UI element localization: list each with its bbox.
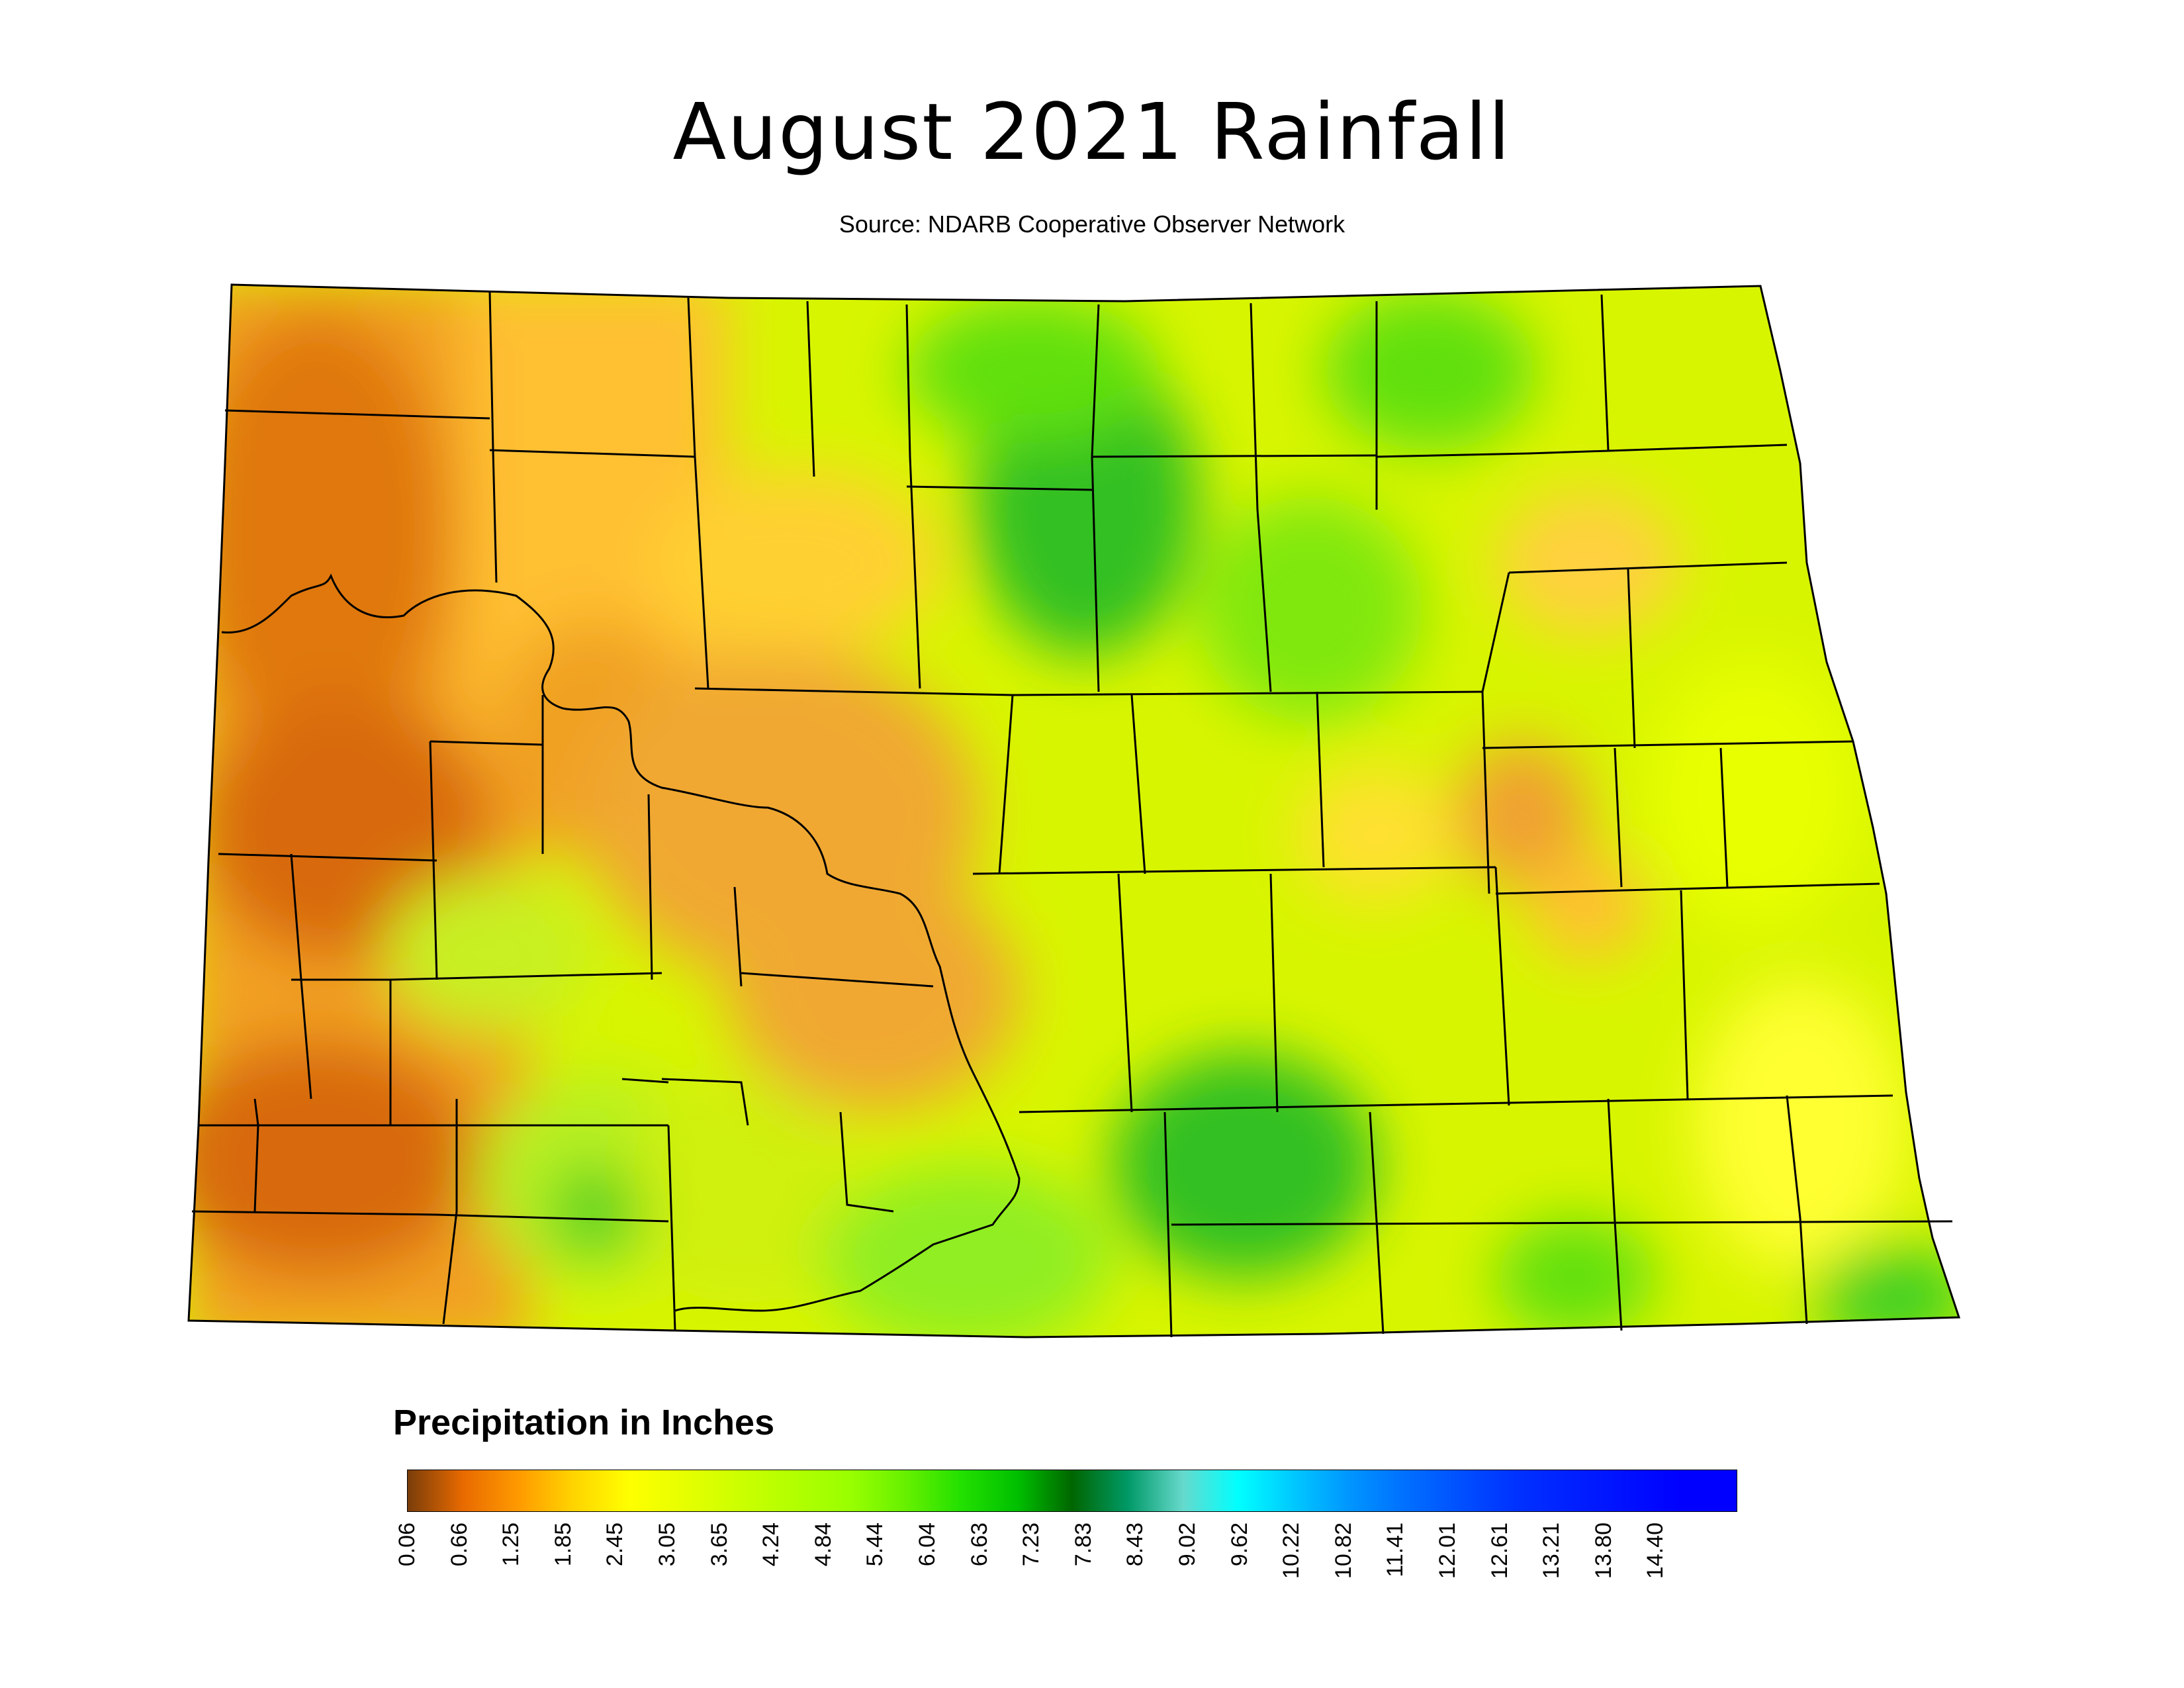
legend-tick-label: 2.45 bbox=[602, 1523, 628, 1567]
legend-tick-label: 4.84 bbox=[810, 1523, 836, 1567]
legend-tick-label: 9.02 bbox=[1175, 1523, 1200, 1567]
legend-tick-label: 6.63 bbox=[966, 1523, 992, 1567]
legend-tick-label: 8.43 bbox=[1122, 1523, 1148, 1567]
legend-tick-label: 1.85 bbox=[550, 1523, 576, 1567]
legend-tick-label: 10.22 bbox=[1279, 1523, 1304, 1579]
color-bar bbox=[407, 1470, 1737, 1512]
legend-tick-label: 3.65 bbox=[706, 1523, 732, 1567]
legend-tick-label: 7.83 bbox=[1070, 1523, 1096, 1567]
legend-tick-label: 1.25 bbox=[498, 1523, 524, 1567]
legend-tick-label: 12.01 bbox=[1435, 1523, 1460, 1579]
county-borders bbox=[187, 283, 1961, 1338]
legend-tick-label: 5.44 bbox=[862, 1523, 888, 1567]
map-subtitle: Source: NDARB Cooperative Observer Netwo… bbox=[839, 211, 1345, 238]
legend-tick-label: 13.21 bbox=[1539, 1523, 1565, 1579]
legend-tick-label: 11.41 bbox=[1383, 1523, 1408, 1577]
legend-tick-label: 12.61 bbox=[1486, 1523, 1512, 1579]
legend-tick-label: 7.23 bbox=[1019, 1523, 1044, 1567]
legend-tick-label: 0.06 bbox=[394, 1523, 420, 1567]
state-outline bbox=[187, 283, 1961, 1338]
legend-title: Precipitation in Inches bbox=[393, 1403, 775, 1442]
map-title: August 2021 Rainfall bbox=[672, 86, 1512, 177]
missouri-river bbox=[221, 573, 1021, 1312]
legend-tick-label: 0.66 bbox=[446, 1523, 472, 1567]
legend-tick-label: 6.04 bbox=[915, 1523, 940, 1567]
legend-tick-label: 4.24 bbox=[758, 1523, 784, 1567]
legend-tick-label: 14.40 bbox=[1643, 1523, 1668, 1579]
legend-tick-label: 13.80 bbox=[1590, 1523, 1616, 1579]
legend-tick-label: 3.05 bbox=[655, 1523, 680, 1567]
precipitation-field bbox=[189, 285, 1959, 1337]
legend-tick-label: 10.82 bbox=[1330, 1523, 1356, 1579]
legend-tick-label: 9.62 bbox=[1226, 1523, 1252, 1567]
